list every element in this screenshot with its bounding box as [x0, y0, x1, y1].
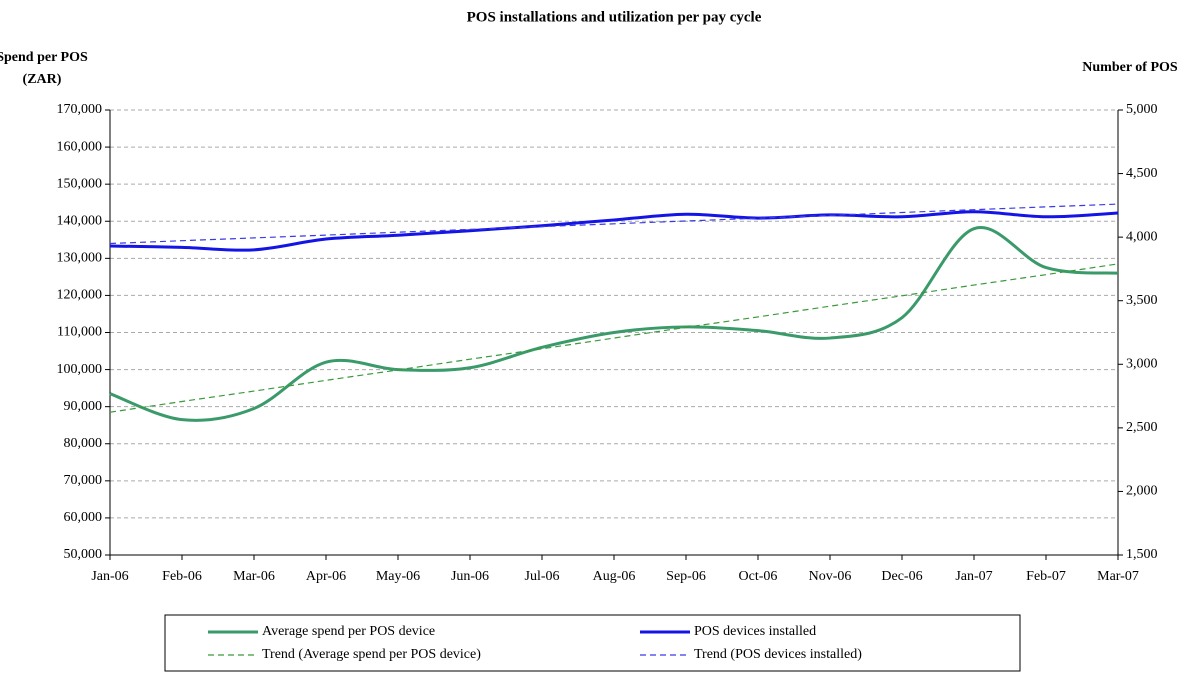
x-tick-label: Nov-06	[809, 569, 852, 584]
y-tick-label: 100,000	[57, 362, 103, 377]
x-tick-label: Feb-07	[1026, 569, 1066, 584]
y-tick-label: 170,000	[57, 102, 103, 117]
y-axis-label: Spend per POS	[0, 50, 88, 65]
y-tick-label: 110,000	[57, 325, 102, 340]
y-tick-label: 160,000	[57, 139, 103, 154]
x-tick-label: Jul-06	[525, 569, 560, 584]
y-tick-label: 50,000	[64, 547, 103, 562]
x-tick-label: Aug-06	[593, 569, 636, 584]
y2-tick-label: 2,500	[1126, 420, 1158, 435]
y2-tick-label: 4,500	[1126, 166, 1158, 181]
series-line	[109, 226, 1119, 422]
y-tick-label: 140,000	[57, 213, 103, 228]
legend-label: POS devices installed	[694, 624, 816, 639]
x-tick-label: Oct-06	[739, 569, 778, 584]
y-tick-label: 130,000	[57, 251, 103, 266]
y-axis-label: (ZAR)	[23, 72, 62, 87]
x-tick-label: Mar-06	[233, 569, 275, 584]
y2-tick-label: 1,500	[1126, 547, 1158, 562]
legend-box	[164, 614, 1021, 672]
chart-title: POS installations and utilization per pa…	[467, 9, 762, 25]
x-tick-label: Jan-07	[955, 569, 992, 584]
y-tick-label: 80,000	[64, 436, 103, 451]
x-tick-label: Jun-06	[451, 569, 489, 584]
x-tick-label: Sep-06	[666, 569, 706, 584]
legend-label: Average spend per POS device	[262, 624, 435, 639]
trend-line	[109, 263, 1119, 413]
x-tick-label: Mar-07	[1097, 569, 1139, 584]
y-tick-label: 90,000	[64, 399, 103, 414]
y-tick-label: 120,000	[57, 288, 103, 303]
legend-label: Trend (POS devices installed)	[694, 647, 862, 662]
y2-tick-label: 5,000	[1126, 102, 1158, 117]
y2-tick-label: 2,000	[1126, 484, 1158, 499]
y2-tick-label: 3,500	[1126, 293, 1158, 308]
x-tick-label: Apr-06	[306, 569, 346, 584]
y2-axis-label: Number of POS	[1082, 60, 1178, 75]
legend-label: Trend (Average spend per POS device)	[262, 647, 481, 662]
y2-tick-label: 3,000	[1126, 357, 1158, 372]
y2-tick-label: 4,000	[1126, 229, 1158, 244]
x-tick-label: May-06	[376, 569, 420, 584]
x-tick-label: Feb-06	[162, 569, 202, 584]
x-tick-label: Jan-06	[91, 569, 128, 584]
trend-line	[109, 203, 1119, 245]
series-line	[109, 210, 1119, 252]
y-tick-label: 60,000	[64, 510, 103, 525]
y-tick-label: 70,000	[64, 473, 103, 488]
x-tick-label: Dec-06	[881, 569, 922, 584]
y-tick-label: 150,000	[57, 176, 103, 191]
